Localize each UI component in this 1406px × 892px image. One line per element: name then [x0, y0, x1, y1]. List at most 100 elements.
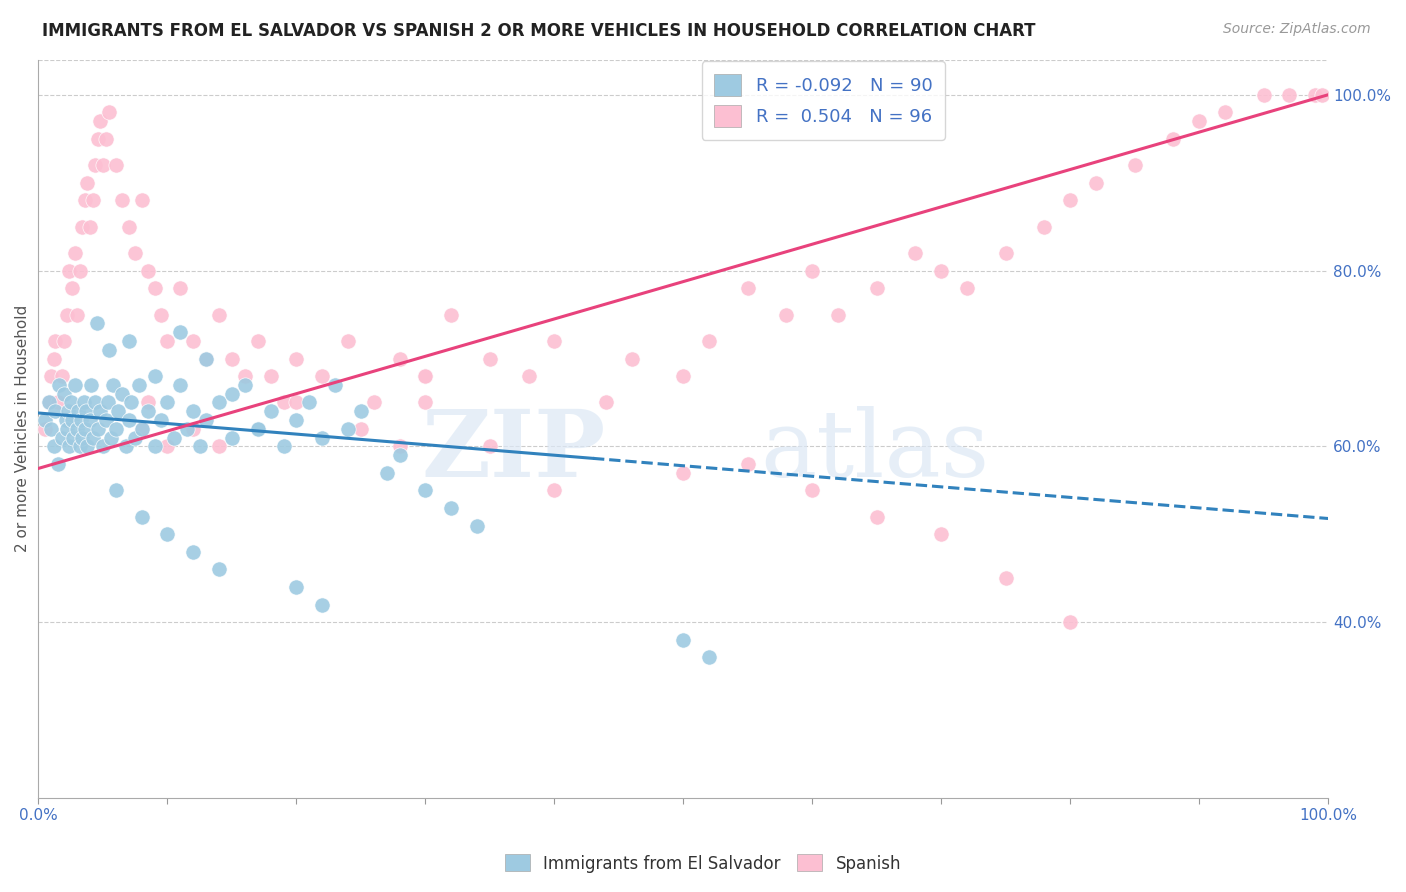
Point [58, 439, 80, 453]
Point [60, 281, 83, 295]
Point [415, 369, 437, 384]
Point [311, 431, 333, 445]
Point [156, 439, 179, 453]
Point [181, 422, 204, 436]
Point [388, 351, 411, 366]
Point [111, 386, 134, 401]
Point [273, 395, 295, 409]
Point [118, 413, 141, 427]
Point [80, 377, 103, 392]
Point [285, 395, 308, 409]
Point [866, 281, 889, 295]
Point [285, 351, 308, 366]
Point [246, 334, 269, 348]
Point [143, 281, 166, 295]
Point [82, 431, 104, 445]
Point [775, 308, 797, 322]
Point [72, 431, 94, 445]
Point [42, 351, 65, 366]
Point [246, 422, 269, 436]
Point [1188, 114, 1211, 128]
Point [543, 483, 565, 498]
Point [415, 369, 437, 384]
Point [56, 308, 79, 322]
Point [48, 377, 70, 392]
Point [337, 334, 360, 348]
Point [62, 431, 84, 445]
Point [246, 422, 269, 436]
Point [94, 413, 117, 427]
Point [337, 422, 360, 436]
Point [415, 395, 437, 409]
Point [363, 395, 385, 409]
Point [259, 404, 281, 418]
Point [103, 377, 125, 392]
Point [44, 334, 66, 348]
Point [929, 263, 952, 277]
Point [104, 158, 127, 172]
Point [111, 194, 134, 208]
Point [1303, 87, 1326, 102]
Point [672, 466, 695, 480]
Point [72, 219, 94, 234]
Point [208, 308, 231, 322]
Point [1033, 219, 1056, 234]
Point [221, 386, 243, 401]
Point [415, 483, 437, 498]
Point [100, 431, 122, 445]
Point [115, 439, 138, 453]
Point [104, 422, 127, 436]
Point [87, 132, 110, 146]
Point [131, 422, 153, 436]
Point [136, 395, 159, 409]
Point [169, 377, 191, 392]
Point [208, 562, 231, 576]
Point [181, 404, 204, 418]
Point [59, 395, 82, 409]
Point [1213, 105, 1236, 120]
Point [128, 377, 150, 392]
Point [131, 194, 153, 208]
Point [1085, 176, 1108, 190]
Point [124, 431, 146, 445]
Point [176, 422, 198, 436]
Point [124, 246, 146, 260]
Y-axis label: 2 or more Vehicles in Household: 2 or more Vehicles in Household [15, 305, 30, 552]
Point [58, 263, 80, 277]
Point [163, 431, 186, 445]
Point [67, 404, 90, 418]
Point [956, 281, 979, 295]
Point [84, 395, 107, 409]
Point [34, 422, 56, 436]
Point [221, 351, 243, 366]
Point [53, 386, 76, 401]
Point [478, 439, 501, 453]
Point [737, 281, 759, 295]
Point [56, 422, 79, 436]
Point [73, 422, 96, 436]
Point [63, 377, 86, 392]
Point [98, 343, 121, 357]
Point [188, 439, 211, 453]
Point [131, 422, 153, 436]
Point [136, 404, 159, 418]
Point [72, 395, 94, 409]
Point [801, 483, 824, 498]
Point [41, 369, 63, 384]
Point [1278, 87, 1301, 102]
Point [285, 580, 308, 594]
Point [79, 413, 101, 427]
Point [827, 308, 849, 322]
Point [150, 308, 173, 322]
Point [38, 395, 60, 409]
Point [388, 439, 411, 453]
Point [89, 404, 111, 418]
Point [465, 518, 488, 533]
Point [195, 351, 218, 366]
Point [156, 395, 179, 409]
Point [73, 194, 96, 208]
Point [994, 246, 1017, 260]
Point [60, 413, 83, 427]
Point [66, 422, 89, 436]
Point [994, 571, 1017, 585]
